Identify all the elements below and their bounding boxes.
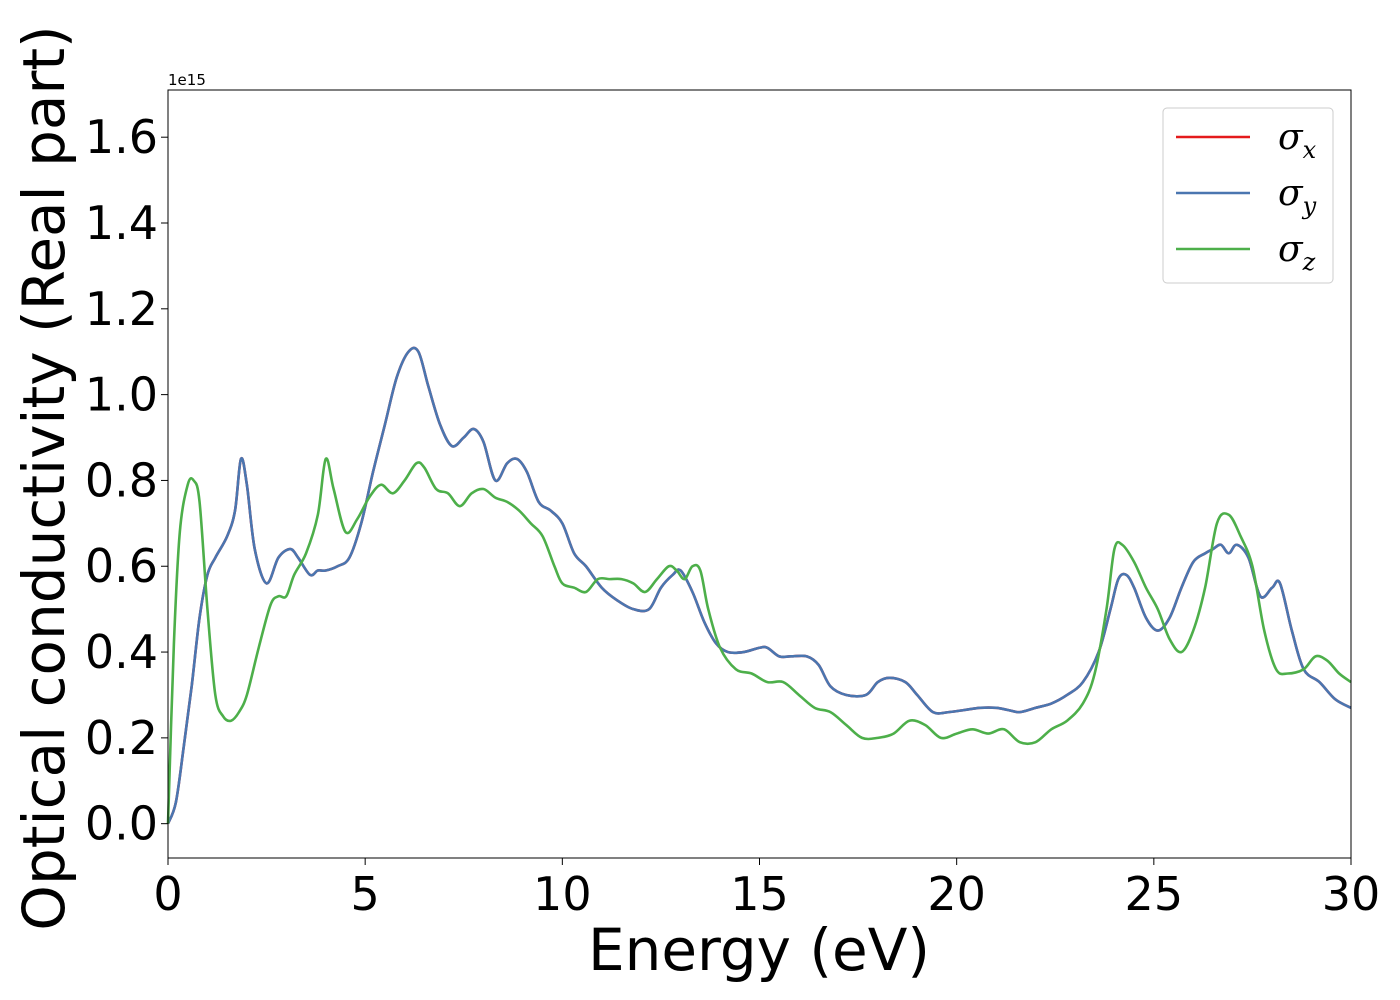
x-axis-ticks: 0 5 10 15 20 25 30 (153, 858, 1380, 921)
y-tick-label: 0.0 (85, 797, 158, 851)
y-tick-label: 1.0 (85, 368, 158, 422)
legend-box (1162, 107, 1334, 284)
y-offset-label: 1e15 (168, 71, 206, 89)
x-tick-label: 15 (730, 867, 789, 921)
series-line-y (166, 346, 1352, 825)
y-tick-label: 0.8 (85, 453, 158, 507)
x-axis-title: Energy (eV) (588, 916, 930, 984)
x-tick-label: 0 (153, 867, 182, 921)
y-tick-label: 0.6 (85, 539, 158, 593)
x-tick-label: 10 (533, 867, 592, 921)
x-tick-label: 25 (1125, 867, 1184, 921)
y-tick-label: 0.4 (85, 625, 158, 679)
x-tick-label: 5 (351, 867, 380, 921)
y-tick-label: 0.2 (85, 711, 158, 765)
y-tick-label: 1.2 (85, 282, 158, 336)
y-axis-title: Optical conductivity (Real part) (10, 25, 78, 930)
y-tick-label: 1.6 (85, 110, 158, 164)
x-tick-label: 30 (1322, 867, 1381, 921)
series-line-z (166, 457, 1352, 824)
y-tick-label: 1.4 (85, 196, 158, 250)
series-layer (166, 346, 1352, 825)
y-axis-ticks: 0.0 0.2 0.4 0.6 0.8 1.0 1.2 1.4 1.6 (85, 110, 168, 851)
x-tick-label: 20 (927, 867, 986, 921)
